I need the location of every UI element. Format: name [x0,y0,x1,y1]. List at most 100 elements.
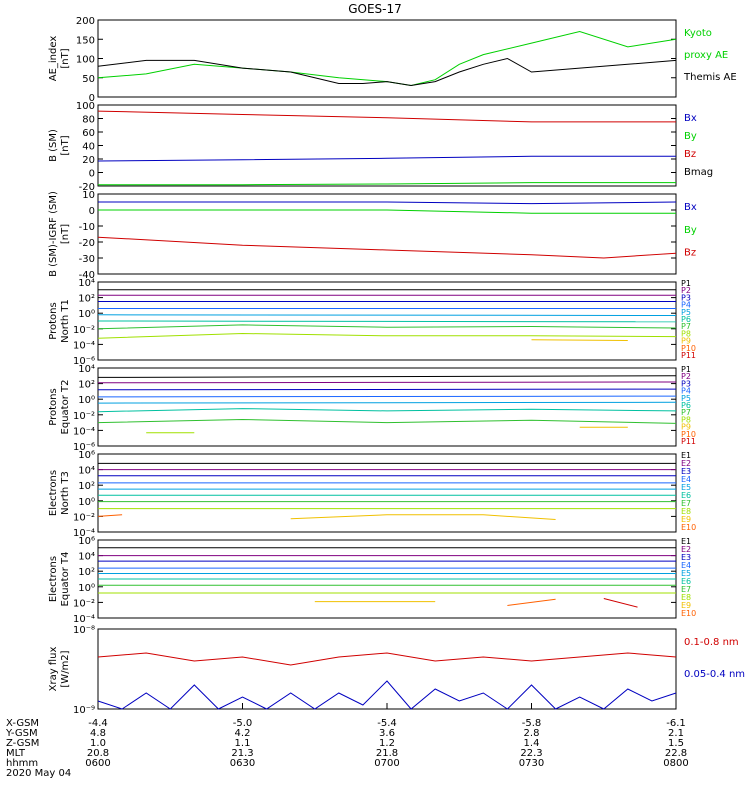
legend-entry: P9 [681,423,691,432]
legend-entry: P8 [681,329,691,338]
y-tick-label: 10⁰ [78,395,95,406]
legend-entry: P1 [681,365,691,374]
panel-bigrf: -40 -30 -20 -10 0 10 B (SM)-IGRF (SM) [nT] Bx By B… [48,190,697,281]
y-tick-label: -20 [79,238,95,249]
y-tick-label: 10⁻² [73,325,95,336]
y-tick-label: 10⁻² [73,411,95,422]
x-row-label: Y-GSM [5,728,38,739]
legend-entry: By [684,225,697,236]
series-line-3 [97,388,677,391]
y-axis-label: AE_index [48,36,59,82]
y-tick-label: 10² [78,294,95,305]
y-axis-label: [W/m2] [60,650,71,687]
y-axis-label: Xray flux [48,647,59,692]
legend-entry: E7 [681,585,691,594]
y-tick-label: 10⁻⁶ [73,442,95,453]
legend-entry: P4 [681,301,691,310]
y-tick-label: 10⁶ [78,450,95,461]
legend-entry: 0.1-0.8 nm [684,637,739,648]
series-line-3 [98,182,676,186]
y-tick-label: -30 [79,254,95,265]
legend-entry: E1 [681,451,691,460]
y-axis-label: B (SM) [48,129,59,162]
x-row-value: 3.6 [379,728,395,739]
legend-entry: E5 [681,569,691,578]
series-line-2 [97,680,677,710]
x-row-value: 21.3 [231,748,253,759]
x-row-value: 22.3 [520,748,542,759]
panel-xray: 10⁻⁸ 10⁻⁹ Xray flux [W/m2] 0.1-0.8 nm 0.05-0.… [48,625,745,716]
series-line-1 [97,110,676,123]
series-line-9 [290,514,556,520]
y-tick-label: 100 [76,55,95,66]
y-tick-label: 0 [89,93,95,104]
y-tick-label: 10⁻⁴ [73,426,95,437]
y-tick-label: 10² [78,567,95,578]
y-axis-label: [nT] [60,224,71,244]
panel-pt2: 10⁴ 10² 10⁰ 10⁻² 10⁻⁴ 10⁻⁶ Protons Equator T2 P1… [48,364,696,453]
y-tick-label: 10⁰ [78,497,95,508]
y-tick-label: 10⁴ [78,466,95,477]
legend-entry: P7 [681,408,691,417]
series-line-2 [97,57,677,87]
x-row-value: -5.8 [522,718,542,729]
panel-et4: 10⁶ 10⁴ 10² 10⁰ 10⁻² 10⁻⁴ Electrons Equator T4 E… [48,536,696,625]
x-row-value: 2.8 [524,728,540,739]
date-label: 2020 May 04 [6,768,71,779]
y-tick-label: 20 [82,155,95,166]
x-row-label: Z-GSM [6,738,39,749]
panel-frame [97,104,677,187]
y-tick-label: 200 [76,16,95,27]
series-line-1 [98,201,677,205]
panel-frame [97,367,677,447]
x-row-value: 1.2 [379,738,395,749]
legend-entry: E9 [681,515,691,524]
y-axis-label: Electrons [48,470,59,516]
series-line-1 [97,30,677,87]
x-row-value: 0700 [374,758,399,769]
panel-bsm: -20 0 20 40 60 80 100 B (SM) [nT] Bx By Bz Bmag [48,101,713,193]
legend-entry: E4 [681,475,691,484]
legend-entry: P2 [681,286,691,295]
legend-entry: E10 [681,523,696,532]
series-line-5 [97,314,677,316]
series-line-2 [97,155,676,162]
panel-frame [97,19,677,98]
y-tick-label: -10 [79,222,95,233]
y-axis-label: North T1 [60,299,71,343]
series-line-2 [98,209,676,214]
series-line-7 [97,418,677,424]
y-tick-label: 10⁴ [78,552,95,563]
series-line-8 [97,332,677,339]
legend-entry: E8 [681,593,691,602]
series-line-5 [97,401,677,404]
legend-entry: P8 [681,415,691,424]
x-row-value: 0730 [519,758,544,769]
y-tick-label: 60 [82,128,95,139]
x-row-label: MLT [6,748,26,759]
y-tick-label: 10⁻⁹ [73,705,95,716]
x-row-value: 1.0 [90,738,106,749]
x-row-value: 0600 [85,758,110,769]
legend-entry: E6 [681,577,691,586]
y-tick-label: 0 [89,206,95,217]
y-tick-label: -40 [79,270,95,281]
legend-entry: P2 [681,372,691,381]
legend-entry: P10 [681,344,696,353]
y-tick-label: 10 [82,190,95,201]
legend-entry: E2 [681,459,691,468]
series-line-1 [97,652,677,666]
x-row-value: 1.5 [668,738,684,749]
y-tick-label: 10⁻⁴ [73,614,95,625]
legend-entry: P4 [681,387,691,396]
series-line-10 [507,598,556,606]
legend-entry: P3 [681,379,691,388]
x-row-label: hhmm [6,758,38,769]
series-line-6 [97,408,677,413]
y-axis-label: [nT] [60,48,71,68]
x-row-value: -4.4 [88,718,108,729]
series-line-7 [97,324,677,330]
x-row-value: -5.4 [377,718,397,729]
legend-entry: Bx [684,202,697,213]
y-axis-label: Electrons [48,556,59,602]
